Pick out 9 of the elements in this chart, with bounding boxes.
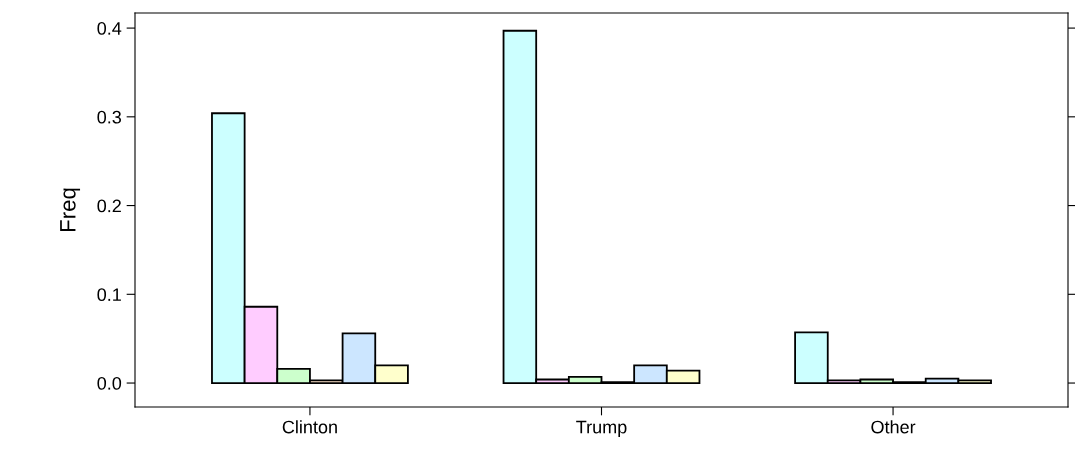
y-tick-label: 0.3 (97, 110, 122, 124)
y-tick-label: 0.0 (97, 376, 122, 390)
x-tick-label: Trump (576, 420, 627, 438)
y-axis-title: Freq (60, 188, 81, 232)
y-tick-label: 0.4 (97, 22, 122, 35)
y-tick-label: 0.1 (97, 288, 121, 302)
y-tick-label: 0.2 (97, 199, 121, 213)
x-tick-label: Other (871, 420, 916, 434)
x-tick-label: Clinton (282, 420, 337, 434)
